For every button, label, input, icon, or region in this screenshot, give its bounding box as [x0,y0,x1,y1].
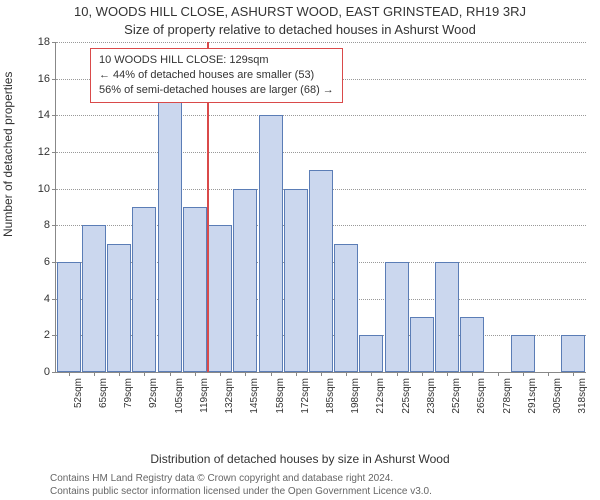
bar [334,244,358,372]
annotation-line-1: 10 WOODS HILL CLOSE: 129sqm [99,53,334,68]
bar [410,317,434,372]
ytick-mark [52,189,56,190]
xtick-mark [371,372,372,376]
bar [284,189,308,372]
xtick-mark [69,372,70,376]
xtick-label: 225sqm [401,378,412,414]
annotation-box: 10 WOODS HILL CLOSE: 129sqm← 44% of deta… [90,48,343,103]
xtick-label: 238sqm [426,378,437,414]
ytick-mark [52,262,56,263]
xtick-label: 105sqm [174,378,185,414]
ytick-mark [52,79,56,80]
xtick-mark [447,372,448,376]
bar [233,189,257,372]
grid-line [56,152,586,153]
xtick-mark [498,372,499,376]
footer-text: Contains HM Land Registry data © Crown c… [50,472,432,498]
ytick-label: 12 [38,146,50,158]
xtick-label: 318sqm [577,378,588,414]
bar [107,244,131,372]
xtick-label: 198sqm [350,378,361,414]
xtick-mark [472,372,473,376]
xtick-label: 305sqm [552,378,563,414]
ytick-mark [52,115,56,116]
bar [359,335,383,372]
bar [132,207,156,372]
ytick-mark [52,372,56,373]
ytick-mark [52,225,56,226]
xtick-label: 119sqm [199,378,210,413]
chart-title-main: 10, WOODS HILL CLOSE, ASHURST WOOD, EAST… [0,4,600,19]
xtick-mark [397,372,398,376]
bar [460,317,484,372]
y-axis-label: Number of detached properties [1,72,15,237]
bar [259,115,283,372]
ytick-label: 16 [38,73,50,85]
ytick-mark [52,335,56,336]
bar [57,262,81,372]
xtick-label: 132sqm [224,378,235,414]
bar [561,335,585,372]
xtick-mark [245,372,246,376]
xtick-label: 252sqm [451,378,462,414]
xtick-label: 65sqm [98,378,109,408]
xtick-mark [144,372,145,376]
xtick-mark [296,372,297,376]
xtick-label: 172sqm [300,378,311,414]
chart-container: 10, WOODS HILL CLOSE, ASHURST WOOD, EAST… [0,0,600,500]
bar [158,97,182,372]
annotation-line-3: 56% of semi-detached houses are larger (… [99,83,334,98]
xtick-mark [220,372,221,376]
xtick-mark [321,372,322,376]
bar [511,335,535,372]
bar [183,207,207,372]
ytick-label: 14 [38,109,50,121]
xtick-mark [195,372,196,376]
xtick-mark [346,372,347,376]
x-axis-label: Distribution of detached houses by size … [0,452,600,466]
xtick-label: 278sqm [502,378,513,414]
ytick-label: 0 [44,366,50,378]
ytick-mark [52,42,56,43]
footer-line-1: Contains HM Land Registry data © Crown c… [50,472,432,485]
xtick-mark [94,372,95,376]
xtick-label: 265sqm [476,378,487,414]
xtick-label: 52sqm [73,378,84,408]
xtick-label: 185sqm [325,378,336,414]
xtick-label: 291sqm [527,378,538,414]
xtick-label: 92sqm [148,378,159,408]
chart-title-sub: Size of property relative to detached ho… [0,22,600,37]
ytick-label: 4 [44,293,50,305]
annotation-line-2: ← 44% of detached houses are smaller (53… [99,68,334,83]
xtick-mark [523,372,524,376]
xtick-mark [119,372,120,376]
ytick-label: 18 [38,36,50,48]
bar [309,170,333,372]
ytick-label: 10 [38,183,50,195]
plot-area: 02468101214161852sqm65sqm79sqm92sqm105sq… [55,42,586,373]
xtick-mark [422,372,423,376]
xtick-label: 212sqm [375,378,386,414]
grid-line [56,42,586,43]
ytick-mark [52,152,56,153]
ytick-label: 6 [44,256,50,268]
ytick-label: 2 [44,329,50,341]
bar [385,262,409,372]
ytick-mark [52,299,56,300]
xtick-mark [271,372,272,376]
xtick-mark [170,372,171,376]
bar [208,225,232,372]
xtick-label: 79sqm [123,378,134,408]
xtick-label: 145sqm [249,378,260,414]
bar [82,225,106,372]
ytick-label: 8 [44,219,50,231]
grid-line [56,115,586,116]
xtick-label: 158sqm [275,378,286,414]
xtick-mark [573,372,574,376]
xtick-mark [548,372,549,376]
bar [435,262,459,372]
footer-line-2: Contains public sector information licen… [50,485,432,498]
